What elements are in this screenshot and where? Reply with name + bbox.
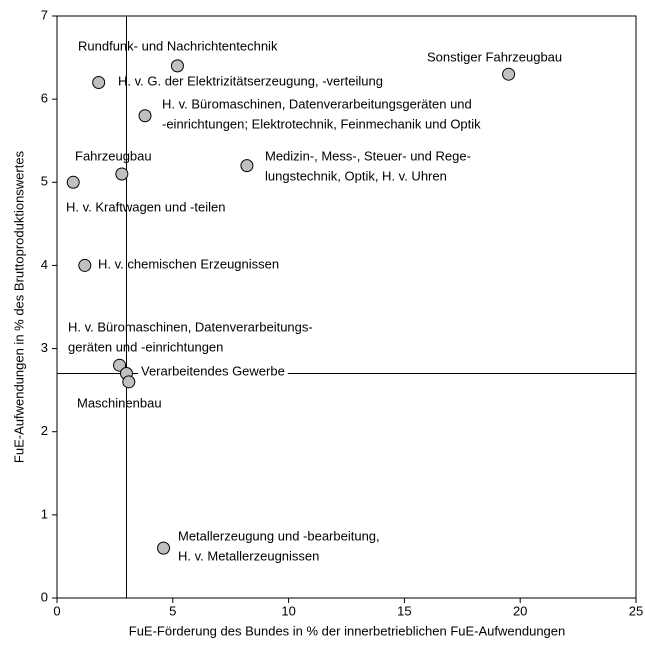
point <box>502 67 516 81</box>
x-tick-label: 5 <box>169 603 176 618</box>
x-tick-label: 20 <box>513 603 527 618</box>
point <box>78 258 92 272</box>
x-tick-label: 15 <box>397 603 411 618</box>
x-axis-label: FuE-Förderung des Bundes in % der innerb… <box>129 623 565 638</box>
y-tick-label: 6 <box>41 91 48 106</box>
y-axis-label: FuE-Aufwendungen in % des Bruttoprodukti… <box>11 150 26 463</box>
point-label: H. v. Büromaschinen, Datenverarbeitungsg… <box>162 96 472 111</box>
x-tick-label: 10 <box>281 603 295 618</box>
y-tick-label: 0 <box>41 589 48 604</box>
point-label: H. v. Kraftwagen und -teilen <box>66 199 225 214</box>
point-label: Maschinenbau <box>77 395 162 410</box>
point-label: geräten und -einrichtungen <box>68 339 223 354</box>
point <box>170 59 184 73</box>
y-tick-label: 1 <box>41 506 48 521</box>
point <box>66 175 80 189</box>
point-label: Sonstiger Fahrzeugbau <box>427 49 562 64</box>
y-tick-label: 2 <box>41 423 48 438</box>
point-label: H. v. G. der Elektrizitätserzeugung, -ve… <box>118 73 383 88</box>
point-label: Medizin-, Mess-, Steuer- und Rege- <box>265 148 471 163</box>
point <box>157 541 171 555</box>
point-label: H. v. Büromaschinen, Datenverarbeitungs- <box>68 319 313 334</box>
point <box>115 167 129 181</box>
point <box>122 375 136 389</box>
point <box>138 109 152 123</box>
label-background <box>138 363 288 379</box>
point-label: Metallerzeugung und -bearbeitung, <box>178 528 380 543</box>
point <box>240 159 254 173</box>
x-tick-label: 0 <box>53 603 60 618</box>
point-label: H. v. chemischen Erzeugnissen <box>98 256 279 271</box>
point-label: lungstechnik, Optik, H. v. Uhren <box>265 168 447 183</box>
y-tick-label: 7 <box>41 7 48 22</box>
point-label: H. v. Metallerzeugnissen <box>178 548 319 563</box>
point-label: Verarbeitendes Gewerbe <box>141 363 285 378</box>
point-label: -einrichtungen; Elektrotechnik, Feinmech… <box>162 116 481 131</box>
point <box>92 76 106 90</box>
plot-frame <box>56 15 637 599</box>
y-tick-label: 4 <box>41 257 48 272</box>
y-tick-label: 3 <box>41 340 48 355</box>
point-label: Fahrzeugbau <box>75 148 152 163</box>
point-label: Rundfunk- und Nachrichtentechnik <box>78 38 278 53</box>
point <box>113 358 127 372</box>
x-tick-label: 25 <box>629 603 643 618</box>
y-tick-label: 5 <box>41 174 48 189</box>
